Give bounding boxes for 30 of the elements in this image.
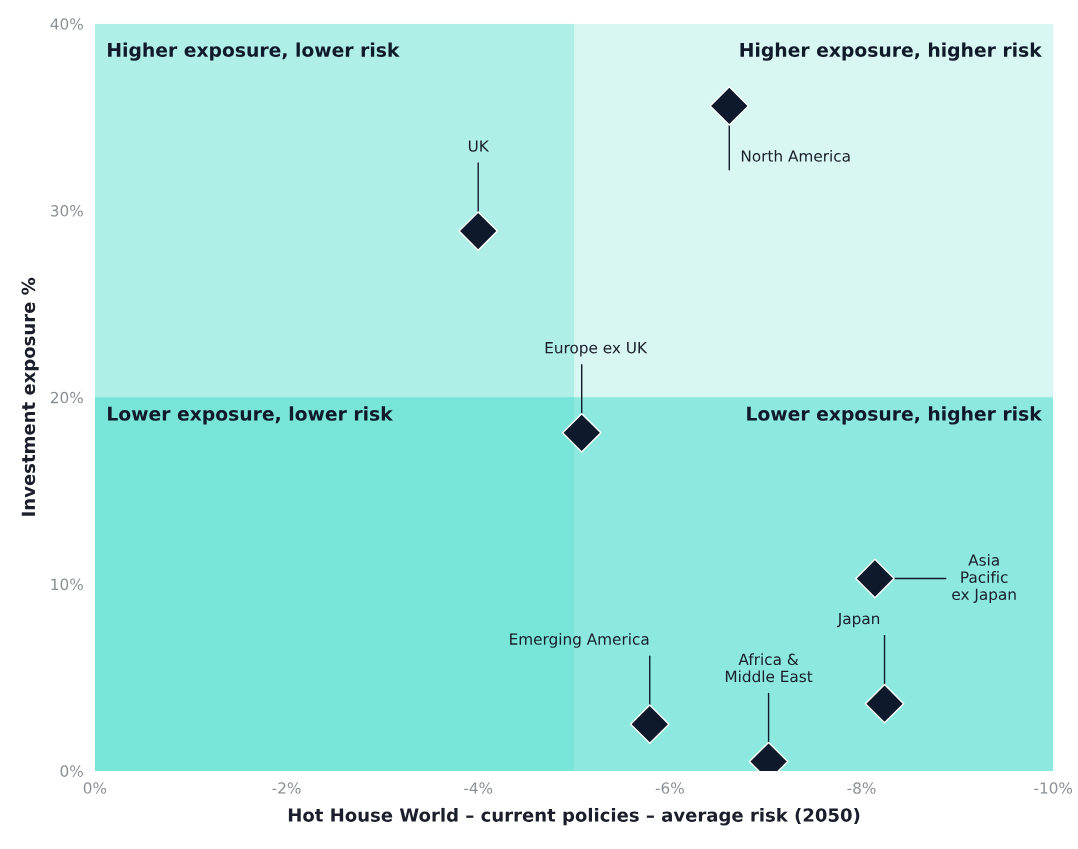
annotation: Lower exposure, lower risk	[108, 406, 394, 425]
y-tick-label: 20%	[50, 391, 83, 404]
x-tick-label: -10%	[1034, 782, 1073, 794]
point	[709, 86, 750, 126]
annotation: Japan	[836, 612, 880, 628]
annotation: Europe ex UK	[545, 342, 648, 357]
x-axis-title: Hot House World – current policies – average risk (2050)	[288, 807, 860, 826]
x-tick-label: -6%	[655, 782, 684, 794]
point	[561, 412, 602, 453]
annotation: Emerging America	[510, 633, 649, 648]
y-tick-label: 0%	[60, 765, 83, 777]
point	[855, 558, 895, 599]
point	[458, 211, 499, 251]
y-tick-label: 10%	[51, 578, 83, 591]
x-tick-label: 0%	[83, 782, 107, 794]
point	[864, 683, 905, 724]
annotation: Higher exposure, higher risk	[740, 42, 1043, 61]
point	[629, 704, 670, 745]
y-tick-label: 30%	[50, 205, 83, 217]
x-tick-label: -4%	[464, 782, 493, 794]
x-tick-label: -2%	[272, 782, 301, 794]
y-axis-title: Investment exposure %	[21, 277, 39, 516]
y-tick-label: 40%	[50, 18, 83, 30]
x-tick-label: -8%	[847, 782, 876, 794]
annotation: Africa & Middle East	[725, 653, 813, 683]
annotation: Higher exposure, lower risk	[108, 42, 400, 61]
annotation: Asia Pacific ex Japan	[952, 554, 1016, 604]
annotation: UK	[468, 140, 490, 152]
annotation: Lower exposure, higher risk	[747, 406, 1043, 425]
annotation: North America	[741, 149, 850, 162]
